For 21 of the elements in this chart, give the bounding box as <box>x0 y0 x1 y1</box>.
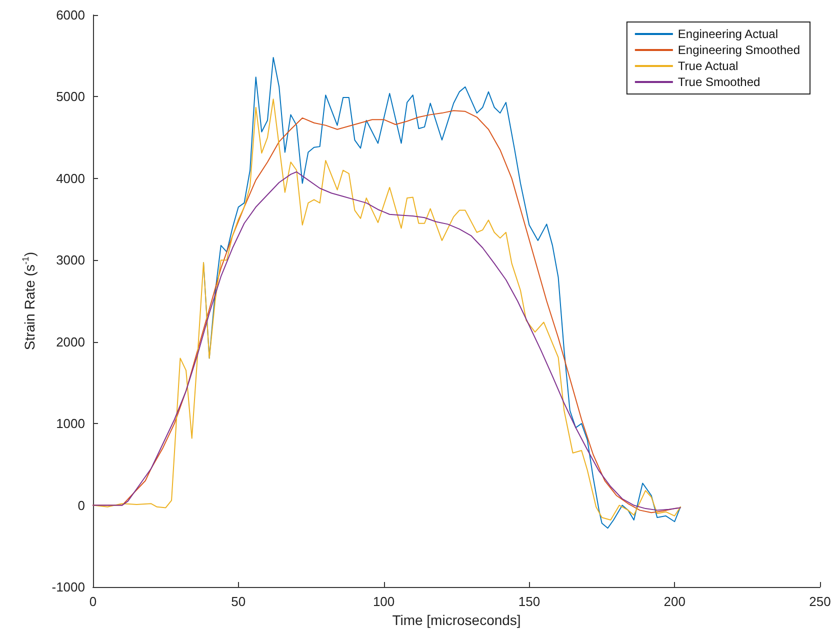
y-axis-title: Strain Rate (s-1) <box>20 252 38 350</box>
x-tick-label: 200 <box>664 594 686 609</box>
legend-label: True Actual <box>678 59 738 73</box>
y-tick-label: 2000 <box>56 334 85 350</box>
x-tick-label: 100 <box>372 594 395 609</box>
y-tick-label: -1000 <box>52 580 85 594</box>
x-axis-title: Time [microseconds] <box>392 612 521 628</box>
legend-label: Engineering Smoothed <box>678 43 800 57</box>
y-tick-label: 6000 <box>56 8 85 22</box>
y-tick-label: 0 <box>78 498 85 513</box>
y-tick-label: 5000 <box>56 89 85 104</box>
y-tick-label: 3000 <box>56 252 85 268</box>
legend-label: True Smoothed <box>678 75 760 89</box>
y-tick-label: 1000 <box>56 416 85 432</box>
line-series <box>92 171 681 511</box>
x-tick-label: 250 <box>809 594 831 609</box>
x-tick-label: 150 <box>518 594 540 609</box>
x-tick-label: 50 <box>231 594 246 609</box>
x-tick-label: 0 <box>89 594 97 609</box>
legend-label: Engineering Actual <box>678 27 778 41</box>
y-tick-label: 4000 <box>56 170 85 186</box>
